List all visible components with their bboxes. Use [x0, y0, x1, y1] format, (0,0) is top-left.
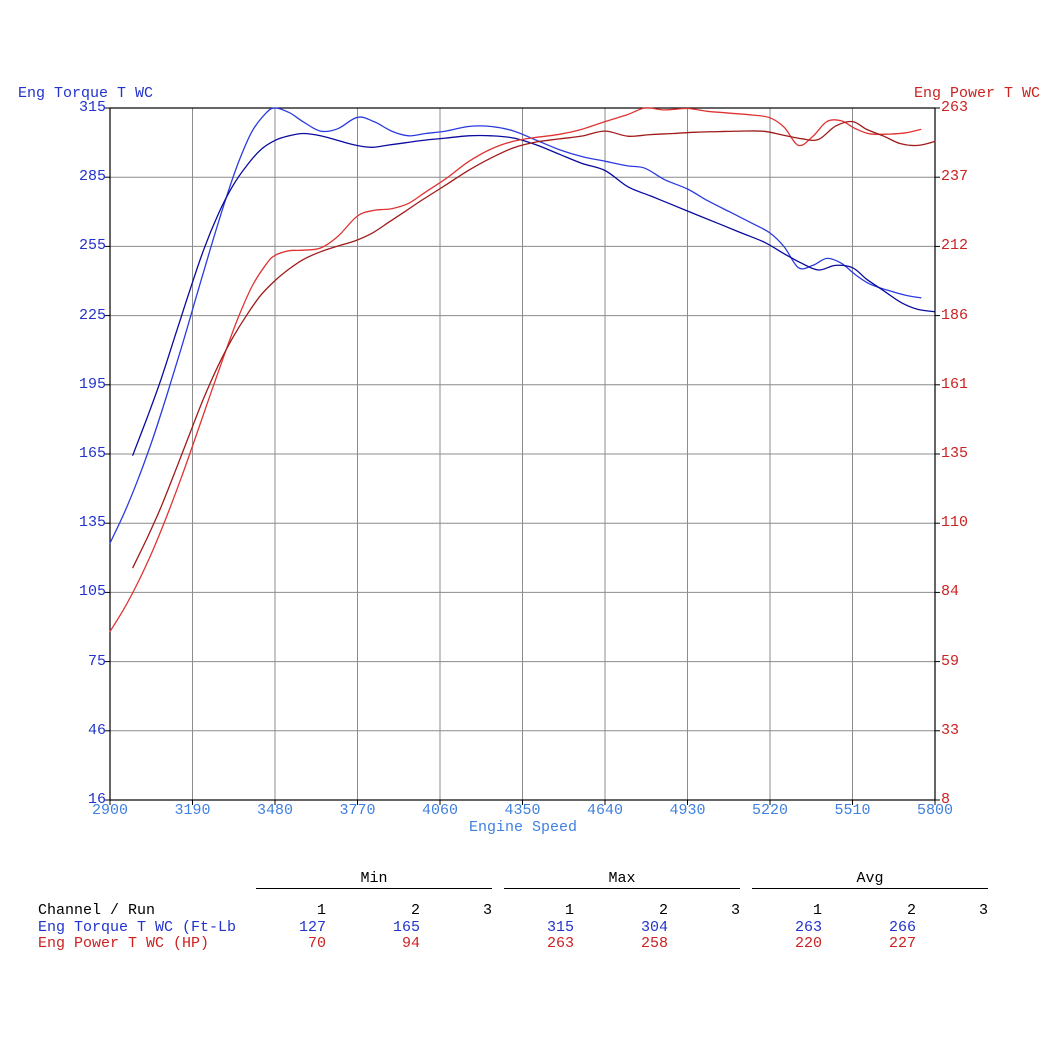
- table-run-header: 3: [978, 902, 988, 919]
- table-channel-label: Eng Power T WC (HP): [38, 935, 210, 952]
- curve-eng-power-t-wc-run-2: [132, 120, 936, 569]
- x-axis-tick: 4930: [669, 802, 706, 819]
- table-group-underline: [504, 888, 740, 889]
- x-axis-tick: 3770: [339, 802, 376, 819]
- table-cell: 220: [794, 935, 822, 952]
- right-axis-tick: 237: [941, 168, 969, 186]
- table-cell: 315: [546, 919, 574, 936]
- right-axis-tick: 263: [941, 99, 969, 116]
- x-axis-tick: 4350: [504, 802, 541, 819]
- table-cell: 263: [794, 919, 822, 936]
- table-cell: 227: [888, 935, 916, 952]
- table-group-header: Max: [608, 870, 636, 887]
- left-axis-tick: 105: [78, 583, 106, 601]
- left-axis-tick: 135: [78, 514, 106, 532]
- table-run-header: 2: [410, 902, 420, 919]
- curve-eng-power-t-wc-run-1: [109, 107, 922, 633]
- left-axis-tick: 75: [87, 652, 106, 670]
- left-axis-tick: 225: [78, 306, 106, 324]
- curve-eng-torque-t-wc-run-1: [109, 107, 922, 544]
- table-run-header: 1: [812, 902, 822, 919]
- right-axis-tick: 84: [941, 583, 960, 601]
- curve-eng-torque-t-wc-run-2: [132, 132, 936, 456]
- dyno-curves: [109, 107, 936, 633]
- table-group-header: Min: [360, 870, 388, 887]
- right-axis-tick: 110: [941, 514, 969, 532]
- table-group-underline: [752, 888, 988, 889]
- right-axis-tick: 8: [941, 791, 951, 808]
- right-axis-tick: 135: [941, 445, 969, 462]
- x-axis-tick: 4640: [586, 802, 624, 819]
- table-run-header: 2: [906, 902, 916, 919]
- left-axis-title: Eng Torque T WC: [18, 85, 154, 102]
- x-axis-label: Engine Speed: [468, 819, 578, 836]
- table-run-header: 2: [658, 902, 668, 919]
- table-cell: 266: [888, 919, 916, 936]
- table-cell: 70: [307, 935, 326, 952]
- right-axis-tick: 161: [941, 375, 969, 393]
- table-channel-label: Eng Torque T WC (Ft-Lb: [38, 919, 237, 936]
- left-axis-tick: 315: [78, 99, 106, 116]
- right-axis-tick: 212: [941, 237, 969, 255]
- table-cell: 127: [298, 919, 326, 936]
- left-axis-tick: 16: [87, 791, 106, 808]
- x-axis-tick: 5220: [751, 802, 789, 819]
- x-axis-tick: 5510: [834, 802, 871, 819]
- table-cell: 258: [640, 935, 668, 952]
- table-run-header: 1: [564, 902, 574, 919]
- left-axis-tick: 165: [78, 445, 106, 462]
- table-cell: 304: [640, 919, 668, 936]
- table-run-header: 3: [482, 902, 492, 919]
- x-axis-tick: 2900: [91, 802, 129, 819]
- table-cell: 165: [392, 919, 420, 936]
- plot-frame: [105, 107, 940, 805]
- x-axis-tick: 4060: [421, 802, 459, 819]
- left-axis-tick: 285: [78, 168, 106, 186]
- right-axis-tick: 33: [941, 721, 960, 739]
- right-axis-tick: 186: [941, 306, 969, 324]
- table-run-header: 3: [730, 902, 740, 919]
- table-cell: 263: [546, 935, 574, 952]
- x-axis-tick: 5800: [916, 802, 954, 819]
- table-group-underline: [256, 888, 492, 889]
- table-group-header: Avg: [856, 870, 884, 887]
- right-axis-tick: 59: [941, 652, 960, 670]
- x-axis-tick: 3190: [174, 802, 211, 819]
- left-axis-tick: 255: [78, 237, 106, 255]
- right-axis-title: Eng Power T WC: [913, 85, 1040, 102]
- table-row-header: Channel / Run: [38, 902, 156, 919]
- left-axis-tick: 195: [78, 375, 106, 393]
- table-run-header: 1: [316, 902, 326, 919]
- grid-lines: [110, 108, 935, 800]
- left-axis-tick: 46: [87, 721, 106, 739]
- x-axis-tick: 3480: [256, 802, 294, 819]
- table-cell: 94: [401, 935, 420, 952]
